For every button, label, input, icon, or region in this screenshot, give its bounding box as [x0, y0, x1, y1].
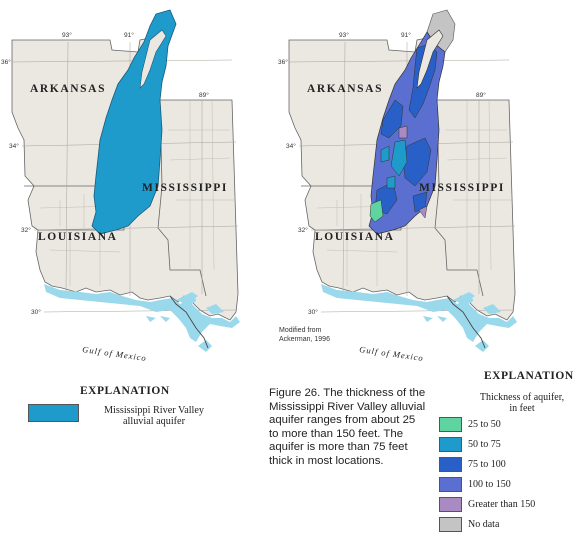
aquifer-extent	[91, 9, 177, 235]
state-label-louisiana: LOUISIANA	[38, 231, 118, 243]
right-map: 93° 91° 89° 36° 34° 32° 30° ARKANSAS MIS…	[278, 9, 518, 363]
source-note-line: Modified from	[279, 327, 322, 334]
aquifer-legend-label-line: alluvial aquifer	[123, 416, 185, 427]
legend-item: Greater than 150	[439, 497, 588, 513]
thickness-50-75-zone	[390, 139, 408, 177]
legend-swatch	[439, 417, 462, 432]
thickness-25-50-zone	[369, 199, 384, 223]
lon-93-label: 93°	[339, 31, 349, 39]
lon-89-label: 89°	[476, 91, 486, 99]
lat-30-label: 30°	[31, 308, 41, 316]
left-map: 93° 91° 89° 36° 34° 32° 30° ARKANSAS MIS…	[1, 9, 241, 363]
legend-label: 75 to 100	[468, 459, 506, 470]
legend-item: 100 to 150	[439, 477, 588, 493]
gulf-of-mexico-label: Gulf of Mexico	[359, 344, 425, 363]
thickness-legend-heading-line: in feet	[509, 402, 535, 414]
lat-32-label: 32°	[298, 226, 308, 234]
legend-swatch	[439, 497, 462, 512]
lat-34-label: 34°	[9, 142, 19, 150]
source-note-line: Ackerman, 1996	[279, 335, 330, 343]
lat-36-label: 36°	[278, 58, 288, 66]
legend-label: No data	[468, 519, 500, 530]
state-label-mississippi: MISSISSIPPI	[142, 182, 228, 194]
legend-label: Greater than 150	[468, 499, 536, 510]
aquifer-legend-label: Mississippi River Valley alluvial aquife…	[88, 405, 220, 427]
legend-item: 25 to 50	[439, 417, 588, 433]
aquifer-legend-swatch	[28, 404, 79, 422]
state-label-mississippi: MISSISSIPPI	[419, 182, 505, 194]
gulf-of-mexico-label: Gulf of Mexico	[82, 344, 148, 363]
legend-item: 50 to 75	[439, 437, 588, 453]
figure-caption: Figure 26. The thickness of the Mississi…	[269, 387, 426, 467]
legend-label: 50 to 75	[468, 439, 501, 450]
lon-91-label: 91°	[124, 31, 134, 39]
legend-item: No data	[439, 517, 588, 533]
lon-89-label: 89°	[199, 91, 209, 99]
legend-swatch	[439, 517, 462, 532]
legend-swatch	[439, 437, 462, 452]
lon-91-label: 91°	[401, 31, 411, 39]
legend-swatch	[439, 457, 462, 472]
left-explanation-title: EXPLANATION	[80, 385, 170, 397]
source-note: Modified from Ackerman, 1996	[279, 327, 359, 344]
legend-item: 75 to 100	[439, 457, 588, 473]
lat-36-label: 36°	[1, 58, 11, 66]
lat-32-label: 32°	[21, 226, 31, 234]
legend-swatch	[439, 477, 462, 492]
right-explanation-title: EXPLANATION	[484, 370, 574, 382]
legend-label: 100 to 150	[468, 479, 511, 490]
lat-34-label: 34°	[286, 142, 296, 150]
thickness-legend-heading-line: Thickness of aquifer,	[479, 392, 565, 403]
lon-93-label: 93°	[62, 31, 72, 39]
state-label-arkansas: ARKANSAS	[307, 83, 383, 95]
thickness-legend-heading: Thickness of aquifer, in feet	[456, 392, 588, 414]
state-label-louisiana: LOUISIANA	[315, 231, 395, 243]
state-label-arkansas: ARKANSAS	[30, 83, 106, 95]
thickness-over-150-zone	[398, 125, 408, 139]
legend-label: 25 to 50	[468, 419, 501, 430]
aquifer-legend-label-line: Mississippi River Valley	[104, 405, 204, 416]
lat-30-label: 30°	[308, 308, 318, 316]
